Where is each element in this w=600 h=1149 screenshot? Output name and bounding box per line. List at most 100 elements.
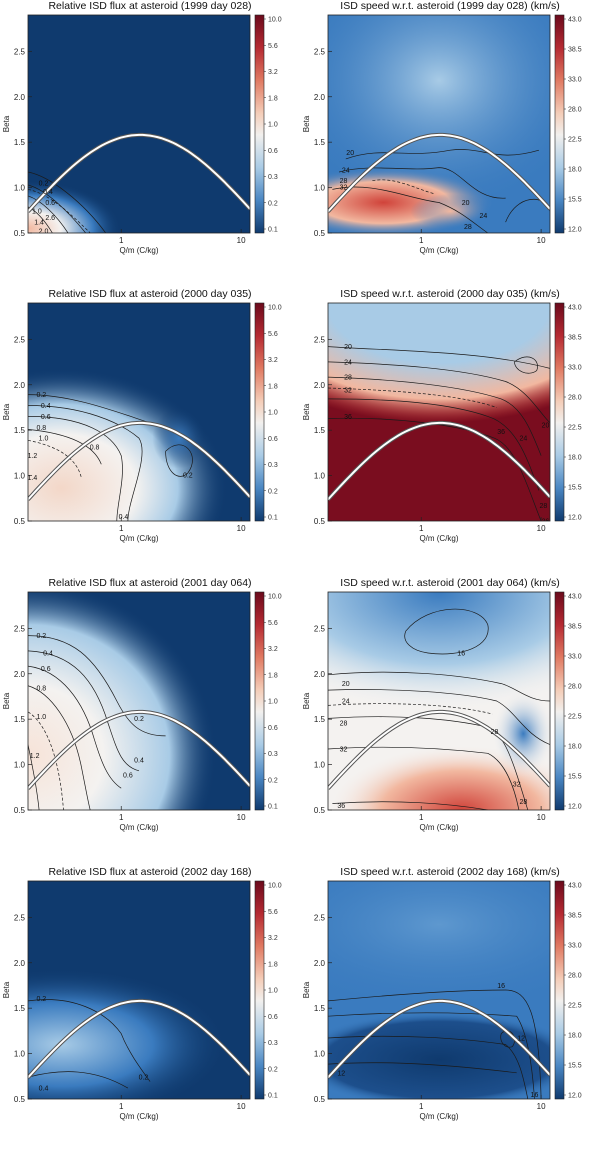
contour-label: 0.4 (134, 757, 144, 764)
chart-title: Relative ISD flux at asteroid (1999 day … (48, 0, 252, 12)
heatmap-region (28, 180, 122, 233)
colorbar-label: 0.3 (268, 1040, 278, 1047)
contour-label: 0.4 (41, 403, 51, 410)
y-tick-label: 2.5 (14, 335, 26, 344)
contour-line (328, 417, 542, 521)
contour-line (28, 635, 166, 737)
chart-svg: 0.2 0.4 0.6 0.8 1.0 1.2 1.4 0.8 0.2 0.4 0.5 1.0 1.5 2… (2, 302, 282, 543)
x-tick-label: 1 (419, 813, 424, 822)
colorbar-label: 12.0 (568, 1093, 582, 1100)
contour-label: 1.0 (32, 209, 42, 216)
y-tick-label: 1.5 (314, 715, 326, 724)
x-tick-label: 1 (119, 236, 124, 245)
colorbar (254, 14, 265, 234)
colorbar-label: 10.0 (268, 17, 282, 24)
contour-label: 24 (344, 359, 352, 366)
y-tick-label: 1.5 (314, 1004, 326, 1013)
y-tick-label: 1.5 (314, 426, 326, 435)
chart-panel: ISD speed w.r.t. asteroid (2000 day 035)… (300, 288, 600, 571)
y-tick-label: 1.5 (14, 426, 26, 435)
plot-frame (327, 302, 551, 522)
chart-svg: 0.2 0.4 0.2 0.5 1.0 1.5 2.0 2.5 1 10 Q/m (C/kg) Bet… (2, 880, 282, 1121)
colorbar-label: 0.2 (268, 488, 278, 495)
contour-label: 20 (462, 200, 470, 207)
contour-label: 36 (497, 429, 505, 436)
x-axis-label: Q/m (C/kg) (419, 534, 458, 543)
colorbar-label: 0.6 (268, 1014, 278, 1021)
y-tick-label: 1.0 (314, 472, 326, 481)
plot-frame (327, 880, 551, 1100)
colorbar-label: 0.3 (268, 462, 278, 469)
contour-label: 24 (342, 167, 350, 174)
colorbar-label: 33.0 (568, 943, 582, 950)
colorbar-label: 43.0 (568, 305, 582, 312)
colorbar-label: 0.1 (268, 515, 278, 522)
plot-frame (327, 591, 551, 811)
contour-line (514, 356, 538, 374)
colorbar-label: 1.0 (268, 410, 278, 417)
colorbar-label: 15.5 (568, 485, 582, 492)
orbit-curve (328, 710, 550, 790)
contour-line (328, 746, 520, 810)
colorbar-label: 5.6 (268, 43, 278, 50)
x-tick-label: 10 (537, 1102, 546, 1111)
plot-frame (327, 14, 551, 234)
contour-label: 0.2 (39, 180, 49, 187)
contour-label: 32 (340, 746, 348, 753)
contour-label: 16 (531, 1092, 539, 1099)
y-tick-label: 2.5 (14, 624, 26, 633)
contour-line (28, 665, 122, 789)
y-axis-label: Beta (2, 403, 11, 420)
contour-label: 0.6 (41, 666, 51, 673)
chart-panel: Relative ISD flux at asteroid (2002 day … (0, 866, 300, 1149)
contour-label: 0.2 (139, 1075, 149, 1082)
colorbar-label: 28.0 (568, 395, 582, 402)
colorbar-label: 38.5 (568, 335, 582, 342)
colorbar-label: 18.0 (568, 455, 582, 462)
contour-label: 28 (491, 729, 499, 736)
x-axis-label: Q/m (C/kg) (119, 246, 158, 255)
colorbar-label: 1.8 (268, 961, 278, 968)
colorbar-label: 15.5 (568, 774, 582, 781)
colorbar (254, 880, 265, 1100)
chart-title: ISD speed w.r.t. asteroid (2001 day 064)… (340, 577, 560, 589)
orbit-curve (28, 710, 250, 790)
contour-line (345, 149, 539, 160)
contour-label: 16 (497, 983, 505, 990)
y-tick-label: 1.0 (314, 1050, 326, 1059)
y-tick-label: 2.0 (314, 670, 326, 679)
colorbar-label: 18.0 (568, 1033, 582, 1040)
y-tick-label: 2.5 (314, 913, 326, 922)
contour-label: 12 (517, 1035, 525, 1042)
heatmap-region (328, 15, 550, 212)
contour-label: 28 (340, 720, 348, 727)
contour-line (328, 989, 542, 1099)
colorbar-label: 0.3 (268, 751, 278, 758)
x-tick-label: 1 (419, 524, 424, 533)
y-tick-label: 1.0 (14, 184, 26, 193)
contour-label: 36 (337, 803, 345, 810)
contour-label: 24 (480, 213, 488, 220)
colorbar-label: 3.2 (268, 357, 278, 364)
chart-panel: ISD speed w.r.t. asteroid (1999 day 028)… (300, 0, 600, 283)
y-tick-label: 1.5 (14, 1004, 26, 1013)
contour-line-dashed (28, 711, 64, 810)
contour-label: 0.2 (36, 996, 46, 1003)
y-axis-label: Beta (302, 115, 311, 132)
contour-line (328, 1062, 517, 1074)
y-axis-label: Beta (302, 981, 311, 998)
contour-line (328, 376, 542, 456)
y-axis-label: Beta (302, 692, 311, 709)
contour-label: 20 (344, 344, 352, 351)
colorbar-label: 3.2 (268, 935, 278, 942)
contour-label: 28 (539, 503, 547, 510)
colorbar-label: 3.2 (268, 646, 278, 653)
x-axis-label: Q/m (C/kg) (119, 534, 158, 543)
contour-label: 0.6 (123, 773, 133, 780)
y-tick-label: 1.0 (314, 761, 326, 770)
y-tick-label: 2.0 (314, 93, 326, 102)
plot-frame (27, 302, 251, 522)
y-tick-label: 2.5 (14, 47, 26, 56)
heatmap-region (492, 690, 550, 778)
contour-label: 1.0 (36, 714, 46, 721)
